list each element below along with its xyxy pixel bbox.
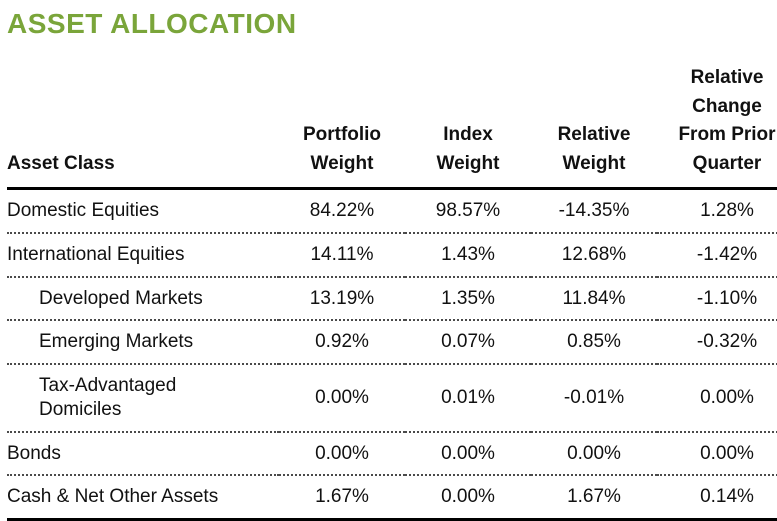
table-row: Domestic Equities 84.22% 98.57% -14.35% … <box>7 189 777 233</box>
index-weight-cell: 1.43% <box>441 243 495 265</box>
header-portfolio-weight: Portfolio Weight <box>302 124 382 174</box>
index-weight-cell: 0.01% <box>441 386 495 408</box>
relative-change-cell: -0.32% <box>696 331 758 353</box>
portfolio-weight-cell: 0.00% <box>315 386 369 408</box>
portfolio-weight-cell: 1.67% <box>315 486 369 508</box>
asset-class-cell: Domestic Equities <box>7 200 160 221</box>
relative-change-cell: -1.42% <box>696 243 758 265</box>
relative-weight-cell: 12.68% <box>561 243 627 265</box>
portfolio-weight-cell: 0.00% <box>315 442 369 464</box>
header-asset-class: Asset Class <box>7 152 115 174</box>
portfolio-weight-cell: 13.19% <box>309 287 375 309</box>
header-row: Asset Class Portfolio Weight Index Weigh… <box>7 64 777 189</box>
relative-weight-cell: -14.35% <box>558 200 630 221</box>
asset-class-cell: Tax-Advantaged Domiciles <box>39 375 177 420</box>
relative-weight-cell: 11.84% <box>562 287 626 309</box>
table-body: Domestic Equities 84.22% 98.57% -14.35% … <box>7 189 777 520</box>
header-index-weight: Index Weight <box>436 124 500 174</box>
index-weight-cell: 0.00% <box>441 486 495 508</box>
index-weight-cell: 98.57% <box>435 200 501 221</box>
relative-weight-cell: -0.01% <box>563 386 625 408</box>
portfolio-weight-cell: 0.92% <box>315 331 369 353</box>
relative-change-cell: -1.10% <box>696 287 758 309</box>
portfolio-weight-cell: 14.11% <box>310 243 374 265</box>
table-row: Tax-Advantaged Domiciles 0.00% 0.01% -0.… <box>7 364 777 432</box>
header-relative-weight: Relative Weight <box>557 124 631 174</box>
table-header: Asset Class Portfolio Weight Index Weigh… <box>7 64 777 189</box>
asset-class-cell: Emerging Markets <box>39 331 194 353</box>
page-title: ASSET ALLOCATION <box>7 8 297 39</box>
asset-class-cell: Developed Markets <box>39 287 203 309</box>
table-row: Bonds 0.00% 0.00% 0.00% 0.00% <box>7 432 777 476</box>
index-weight-cell: 0.07% <box>441 331 495 353</box>
table-row: Emerging Markets 0.92% 0.07% 0.85% -0.32… <box>7 320 777 364</box>
relative-weight-cell: 0.00% <box>567 442 621 464</box>
relative-weight-cell: 1.67% <box>567 486 621 508</box>
asset-class-cell: Bonds <box>7 442 61 464</box>
asset-class-cell: International Equities <box>7 243 185 265</box>
table-row: International Equities 14.11% 1.43% 12.6… <box>7 233 777 277</box>
header-relative-change: Relative Change From Prior Quarter <box>678 67 776 174</box>
asset-class-cell: Cash & Net Other Assets <box>7 486 219 508</box>
portfolio-weight-cell: 84.22% <box>309 200 375 221</box>
index-weight-cell: 1.35% <box>441 287 495 309</box>
relative-change-cell: 0.00% <box>700 386 754 408</box>
table-row: Developed Markets 13.19% 1.35% 11.84% -1… <box>7 277 777 321</box>
asset-allocation-table: Asset Class Portfolio Weight Index Weigh… <box>7 64 777 521</box>
table-row: Cash & Net Other Assets 1.67% 0.00% 1.67… <box>7 475 777 520</box>
relative-change-cell: 0.00% <box>700 442 754 464</box>
relative-weight-cell: 0.85% <box>567 331 621 353</box>
relative-change-cell: 1.28% <box>700 200 754 221</box>
relative-change-cell: 0.14% <box>700 486 754 508</box>
index-weight-cell: 0.00% <box>441 442 495 464</box>
